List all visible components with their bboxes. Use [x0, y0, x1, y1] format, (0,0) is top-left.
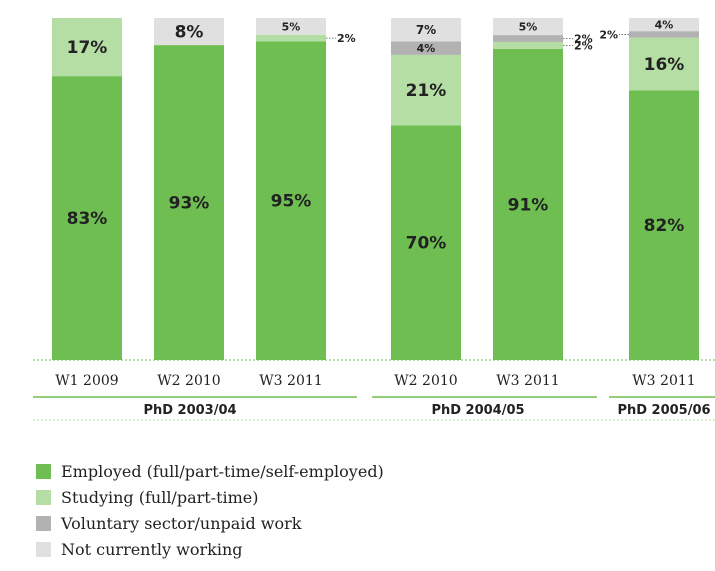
data-label: 7%	[416, 23, 436, 37]
x-tick-label: W2 2010	[157, 373, 220, 389]
bar-segment-employed	[154, 45, 224, 360]
bar-segment-employed	[256, 41, 326, 361]
x-tick-label: W3 2011	[632, 373, 695, 389]
bar-segment-studying	[256, 34, 326, 42]
data-label: 2%	[574, 33, 593, 46]
data-label: 5%	[519, 21, 538, 34]
legend-label: Employed (full/part-time/self-employed)	[61, 461, 384, 481]
bar-segment-employed	[493, 48, 563, 360]
legend-item-employed: Employed (full/part-time/self-employed)	[36, 458, 384, 484]
data-label: 2%	[574, 39, 593, 52]
bar-segment-not-working	[154, 18, 224, 46]
labels-layer: PhD 2003/04 W1 2009 83% 17% W2 2010 93% 8% W3 2…	[55, 19, 710, 418]
data-label: 83%	[67, 209, 108, 229]
data-label: 16%	[644, 55, 685, 75]
bar-segment-employed	[52, 76, 122, 360]
bar-segment-voluntary	[391, 41, 461, 55]
legend-swatch-voluntary	[36, 515, 51, 531]
stacked-bar-chart: PhD 2003/04 W1 2009 83% 17% W2 2010 93% 8% W3 2…	[33, 18, 715, 421]
group-label: PhD 2003/04	[143, 403, 236, 418]
legend-swatch-employed	[36, 463, 51, 479]
data-label: 2%	[599, 28, 618, 41]
bar-segment-not-working	[493, 18, 563, 36]
data-label: 70%	[406, 234, 447, 254]
x-tick-label: W1 2009	[55, 373, 118, 389]
data-label: 93%	[169, 193, 210, 213]
data-label: 5%	[282, 20, 301, 33]
bar-segment-studying	[493, 41, 563, 49]
bar-segment-not-working	[391, 18, 461, 42]
data-label: 2%	[337, 32, 356, 45]
legend: Employed (full/part-time/self-employed) …	[36, 458, 384, 562]
legend-swatch-not-working	[36, 541, 51, 557]
group-label: PhD 2005/06	[617, 403, 710, 418]
data-label: 21%	[406, 81, 447, 101]
group-label: PhD 2004/05	[431, 403, 524, 418]
data-label: 8%	[175, 22, 204, 42]
bar-segment-studying	[629, 37, 699, 91]
bar-segment-voluntary	[493, 35, 563, 42]
data-label: 95%	[271, 192, 312, 212]
x-tick-label: W3 2011	[259, 373, 322, 389]
bar-segment-employed	[391, 125, 461, 360]
legend-item-voluntary: Voluntary sector/unpaid work	[36, 510, 384, 536]
bar-segment-not-working	[256, 18, 326, 35]
bar-segment-studying	[391, 54, 461, 126]
data-label: 4%	[655, 19, 674, 32]
legend-swatch-studying	[36, 489, 51, 505]
data-label: 4%	[417, 42, 436, 55]
bar-segment-studying	[52, 18, 122, 77]
data-label: 82%	[644, 216, 685, 236]
bar-segment-not-working	[629, 18, 699, 32]
x-tick-label: W2 2010	[394, 373, 457, 389]
bar-segment-employed	[629, 90, 699, 360]
legend-label: Not currently working	[61, 539, 243, 559]
bar-segment-voluntary	[629, 31, 699, 38]
legend-label: Voluntary sector/unpaid work	[61, 513, 302, 533]
data-label: 91%	[508, 195, 549, 215]
legend-item-not-working: Not currently working	[36, 536, 384, 562]
x-tick-label: W3 2011	[496, 373, 559, 389]
bars-layer	[33, 18, 715, 398]
legend-item-studying: Studying (full/part-time)	[36, 484, 384, 510]
legend-label: Studying (full/part-time)	[61, 487, 259, 507]
data-label: 17%	[67, 38, 108, 58]
